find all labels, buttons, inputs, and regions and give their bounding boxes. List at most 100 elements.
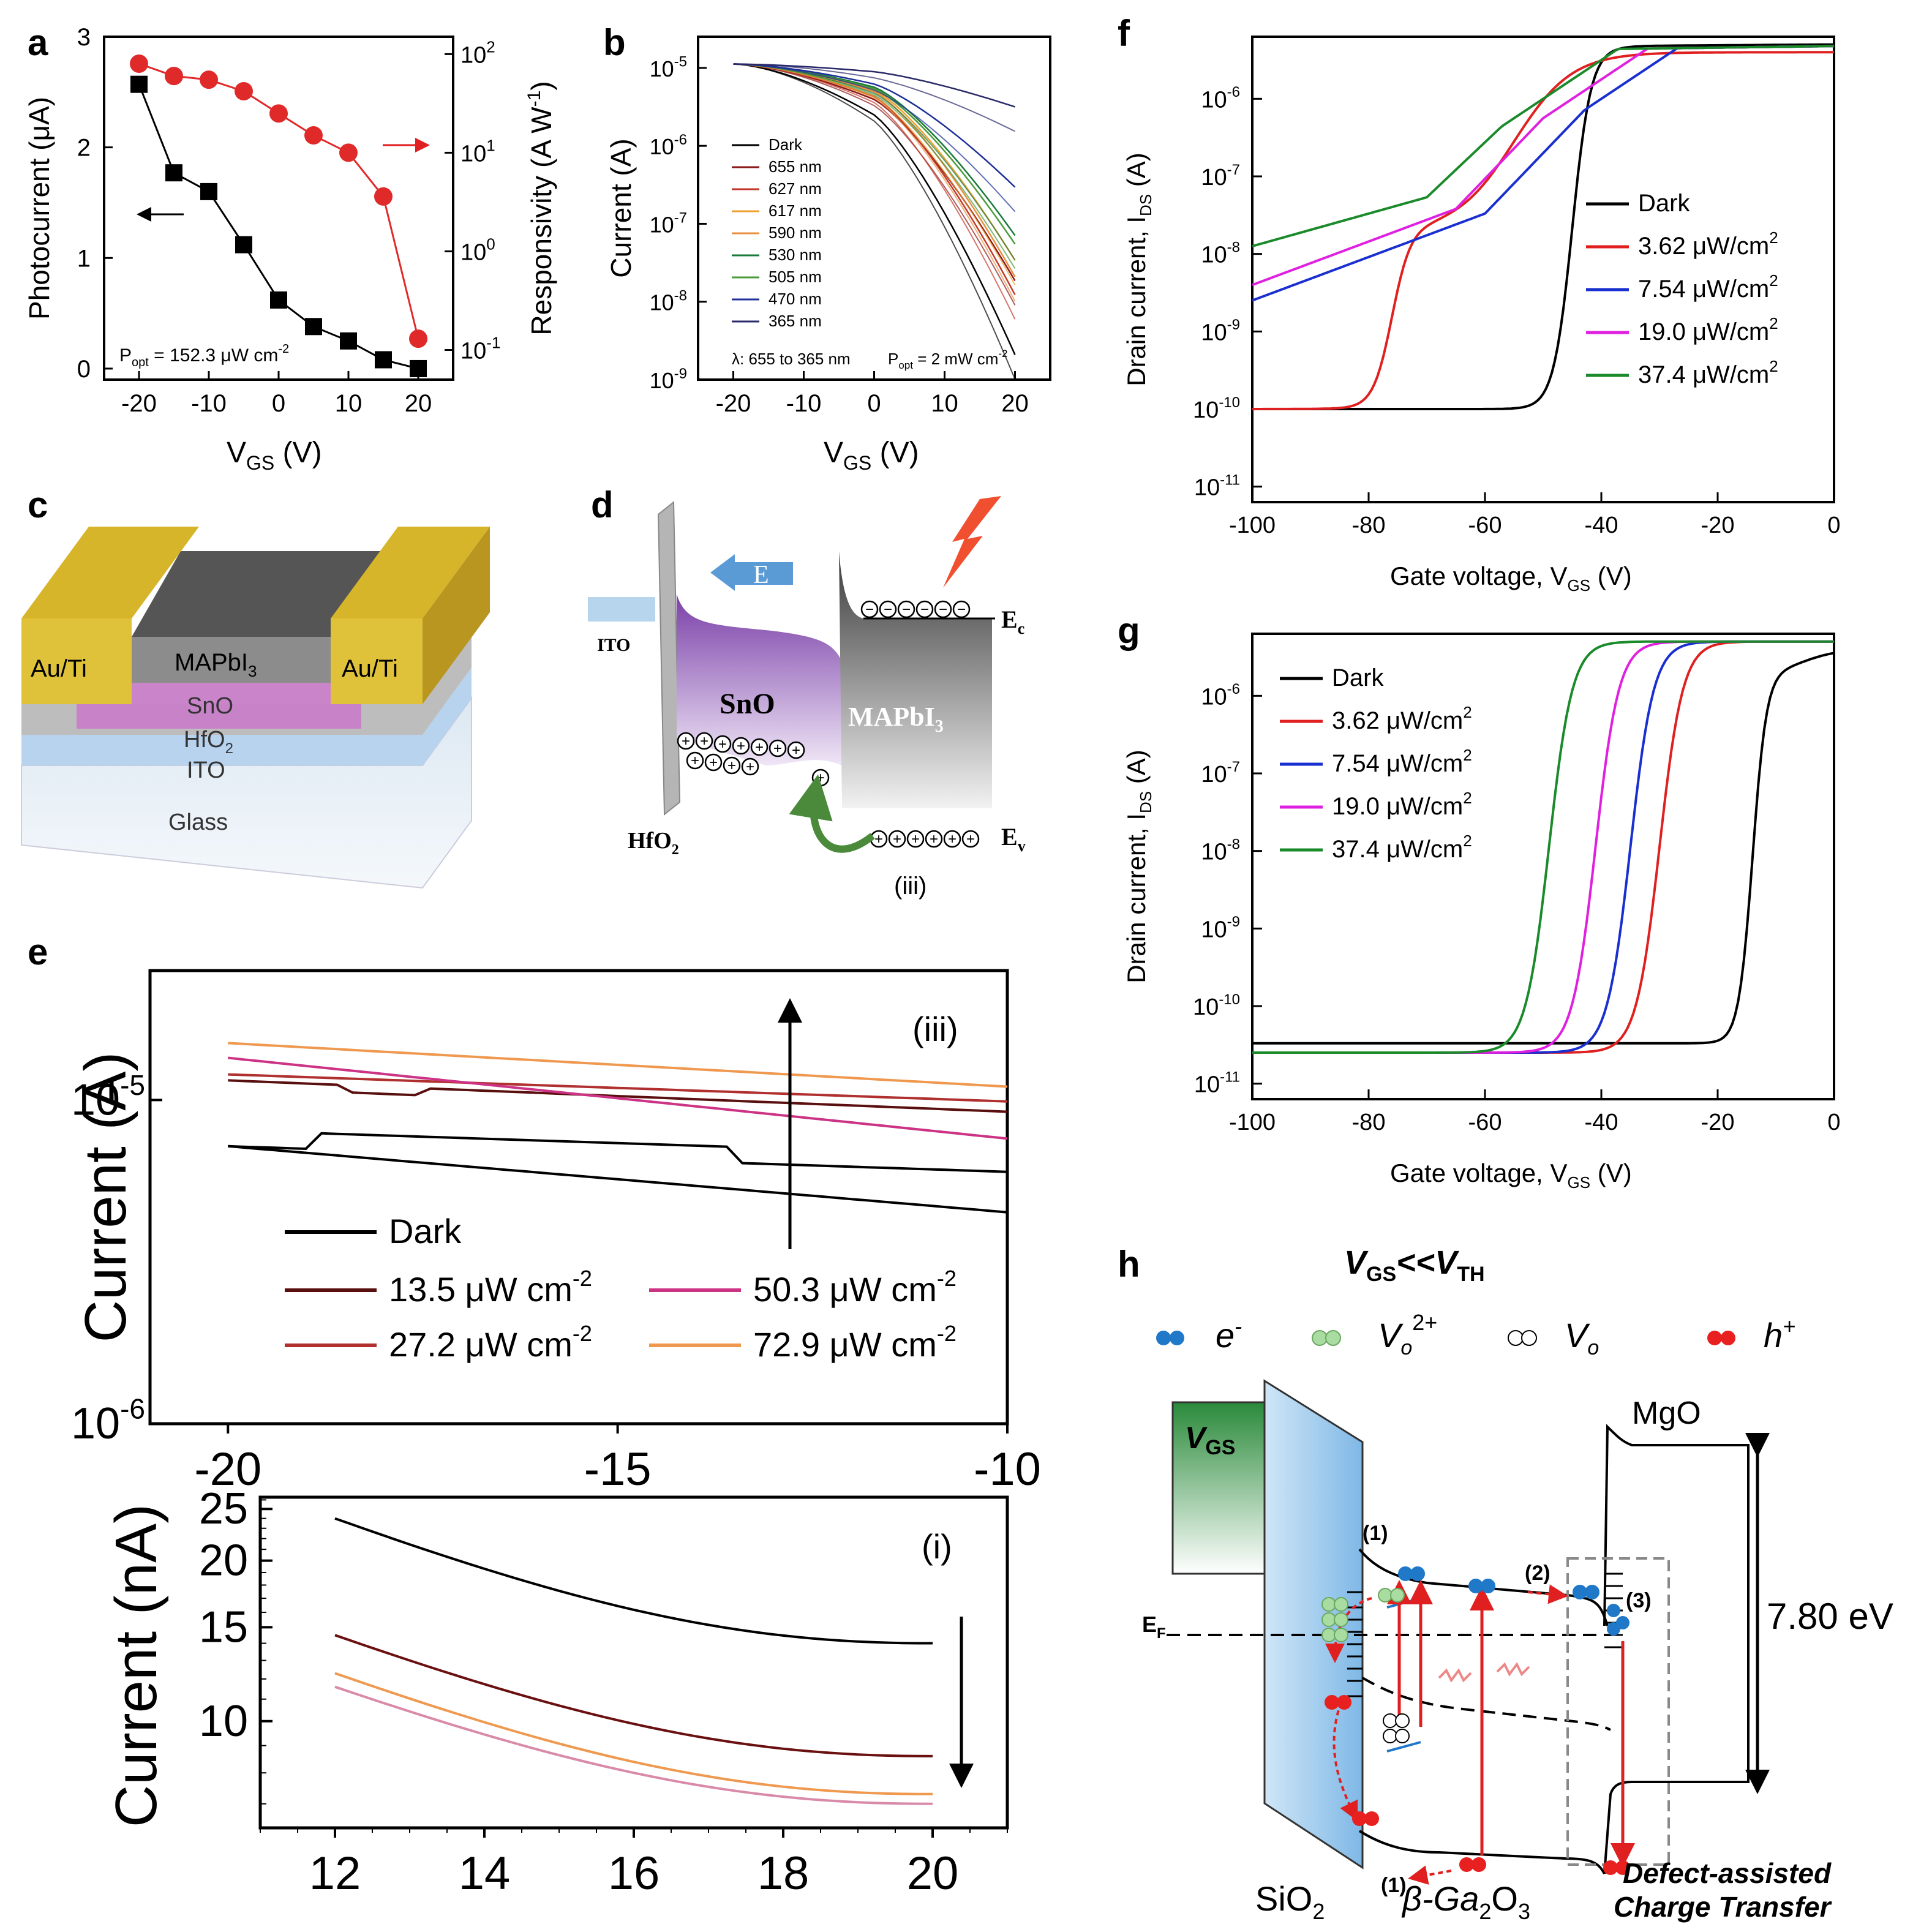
hole-symbol (704, 753, 723, 772)
hole-transfer-arrow (789, 774, 875, 853)
chart-b-series-line (733, 63, 1016, 355)
chart-a-ytick-label: 0 (77, 356, 91, 383)
legend-hole-dot (1707, 1331, 1722, 1345)
chart-e-bottom-xtick-label: 12 (309, 1847, 361, 1900)
chart-g-ytick-label: 10-6 (1201, 681, 1240, 710)
photon-squiggle-1 (1438, 1668, 1472, 1683)
hole-symbol (695, 732, 713, 750)
chart-g-ytick-label: 10-11 (1194, 1069, 1240, 1098)
chart-a-point-responsivity (269, 104, 288, 123)
hole-plus: + (966, 831, 975, 847)
chart-a-point-responsivity (130, 54, 148, 73)
chart-b-xtick-label: -10 (786, 390, 822, 417)
label-ito: ITO (187, 757, 225, 783)
electron-minus: − (957, 601, 966, 618)
caption-line-1: Defect-assisted (1623, 1857, 1832, 1889)
chart-e-top-xtick-label: -10 (974, 1443, 1041, 1495)
chart-b-legend-label: 365 nm (769, 312, 822, 330)
hole-symbol (750, 738, 769, 756)
chart-f-series-line (1252, 43, 1834, 410)
hole-plus: + (718, 736, 727, 753)
chart-b-series-line-reverse (733, 63, 1016, 380)
chart-a-point-responsivity (339, 143, 358, 162)
chart-e-top-frame (148, 969, 1009, 1426)
chart-b-series-line-reverse (733, 63, 1016, 320)
hole-plus: + (737, 738, 745, 754)
electron-symbol (879, 600, 897, 618)
label-mapbi3: MAPbI3 (175, 649, 257, 680)
legend-hole: h+ (1764, 1313, 1795, 1355)
electron-symbol (860, 600, 879, 618)
chart-e-top-series-line (228, 1079, 1008, 1113)
electron-minus: − (865, 601, 874, 618)
vo2-pair (1334, 1597, 1348, 1612)
hole-plus: + (948, 831, 957, 847)
chart-a-point-responsivity (235, 82, 253, 101)
chart-a-y2tick-label: 10-1 (460, 333, 500, 364)
chart-g-legend-label: 37.4 μW/cm2 (1332, 832, 1472, 863)
chart-a-point-responsivity (374, 187, 393, 206)
electron-pair (1481, 1579, 1495, 1593)
legend-vo: Vo (1565, 1316, 1599, 1359)
chart-e-bottom-ytick-label: 15 (199, 1603, 248, 1652)
chart-f-ylabel: Drain current, IDS (A) (1122, 152, 1155, 386)
chart-b-ylabel: Current (A) (605, 138, 637, 277)
chart-b-annotation-lambda: λ: 655 to 365 nm (732, 350, 851, 368)
vo2-pair (1334, 1612, 1348, 1627)
chart-a-xtick-label: -10 (191, 390, 227, 417)
chart-g-series-line (1252, 640, 1834, 1054)
panel-label-d: d (591, 484, 614, 525)
hole-plus: + (792, 742, 800, 759)
label-mgo: MgO (1632, 1396, 1701, 1431)
hole-plus: + (874, 831, 883, 847)
electron-minus: − (939, 601, 947, 618)
chart-a-y2tick-label: 102 (460, 37, 495, 68)
electron-pair (1410, 1566, 1425, 1581)
hfo2-barrier (657, 500, 681, 816)
chart-b-legend-label: 590 nm (769, 224, 822, 242)
chart-e-top-legend-label: 13.5 μW cm-2 (389, 1266, 592, 1309)
chart-b-xtick-label: 10 (931, 390, 958, 417)
chart-f-legend-label: 3.62 μW/cm2 (1638, 228, 1778, 260)
chart-a-point-photocurrent (375, 351, 392, 369)
label-hfo2: HfO2 (184, 727, 233, 757)
hole-symbol (961, 830, 980, 848)
chart-g-xtick-label: -100 (1229, 1110, 1276, 1135)
chart-e-top-ylabel: Current (A) (73, 1052, 138, 1343)
trapped-electron (1607, 1604, 1620, 1617)
legend-vo2-dot (1312, 1330, 1328, 1346)
ga2o3-mid-level (1362, 1677, 1611, 1731)
chart-e-top-series-line (228, 1144, 1008, 1214)
chart-e-bottom-ytick-label: 25 (199, 1484, 248, 1533)
au-right-front (331, 618, 423, 704)
chart-a-xtick-label: 20 (405, 390, 432, 417)
chart-b-xtick-label: -20 (716, 390, 751, 417)
chart-e-bottom-xtick-label: 18 (757, 1847, 810, 1900)
chart-b-ytick-label: 10-7 (650, 209, 687, 237)
chart-b-series-line-reverse (733, 63, 1016, 212)
label-hfo2-d: HfO2 (628, 828, 679, 858)
hole-pair (1364, 1811, 1379, 1826)
hole-plus: + (911, 831, 920, 847)
hole-plus: + (773, 740, 782, 757)
vo2-pair (1390, 1588, 1405, 1603)
hole-plus: + (700, 733, 709, 750)
mgo-band (1603, 1424, 1750, 1874)
vo2-pair (1334, 1628, 1348, 1642)
chart-b-ytick-label: 10-8 (650, 288, 687, 315)
chart-e-bottom-frame (258, 1495, 1009, 1830)
chart-g-legend-label: 19.0 μW/cm2 (1332, 789, 1472, 820)
chart-b-series-line (733, 63, 1015, 108)
label-step-1b: (1) (1381, 1874, 1407, 1897)
chart-f-ytick-label: 10-9 (1201, 317, 1240, 345)
vo-pair (1395, 1713, 1410, 1728)
hole-plus: + (816, 770, 825, 786)
chart-f-legend-label: 7.54 μW/cm2 (1638, 271, 1778, 303)
chart-e-top-legend-label: 72.9 μW cm-2 (753, 1321, 957, 1364)
sno-band (677, 594, 842, 765)
electron-pair (1468, 1579, 1483, 1593)
hole-symbol (769, 739, 787, 757)
hole-pair (1337, 1695, 1351, 1710)
hole-symbol (906, 830, 925, 848)
